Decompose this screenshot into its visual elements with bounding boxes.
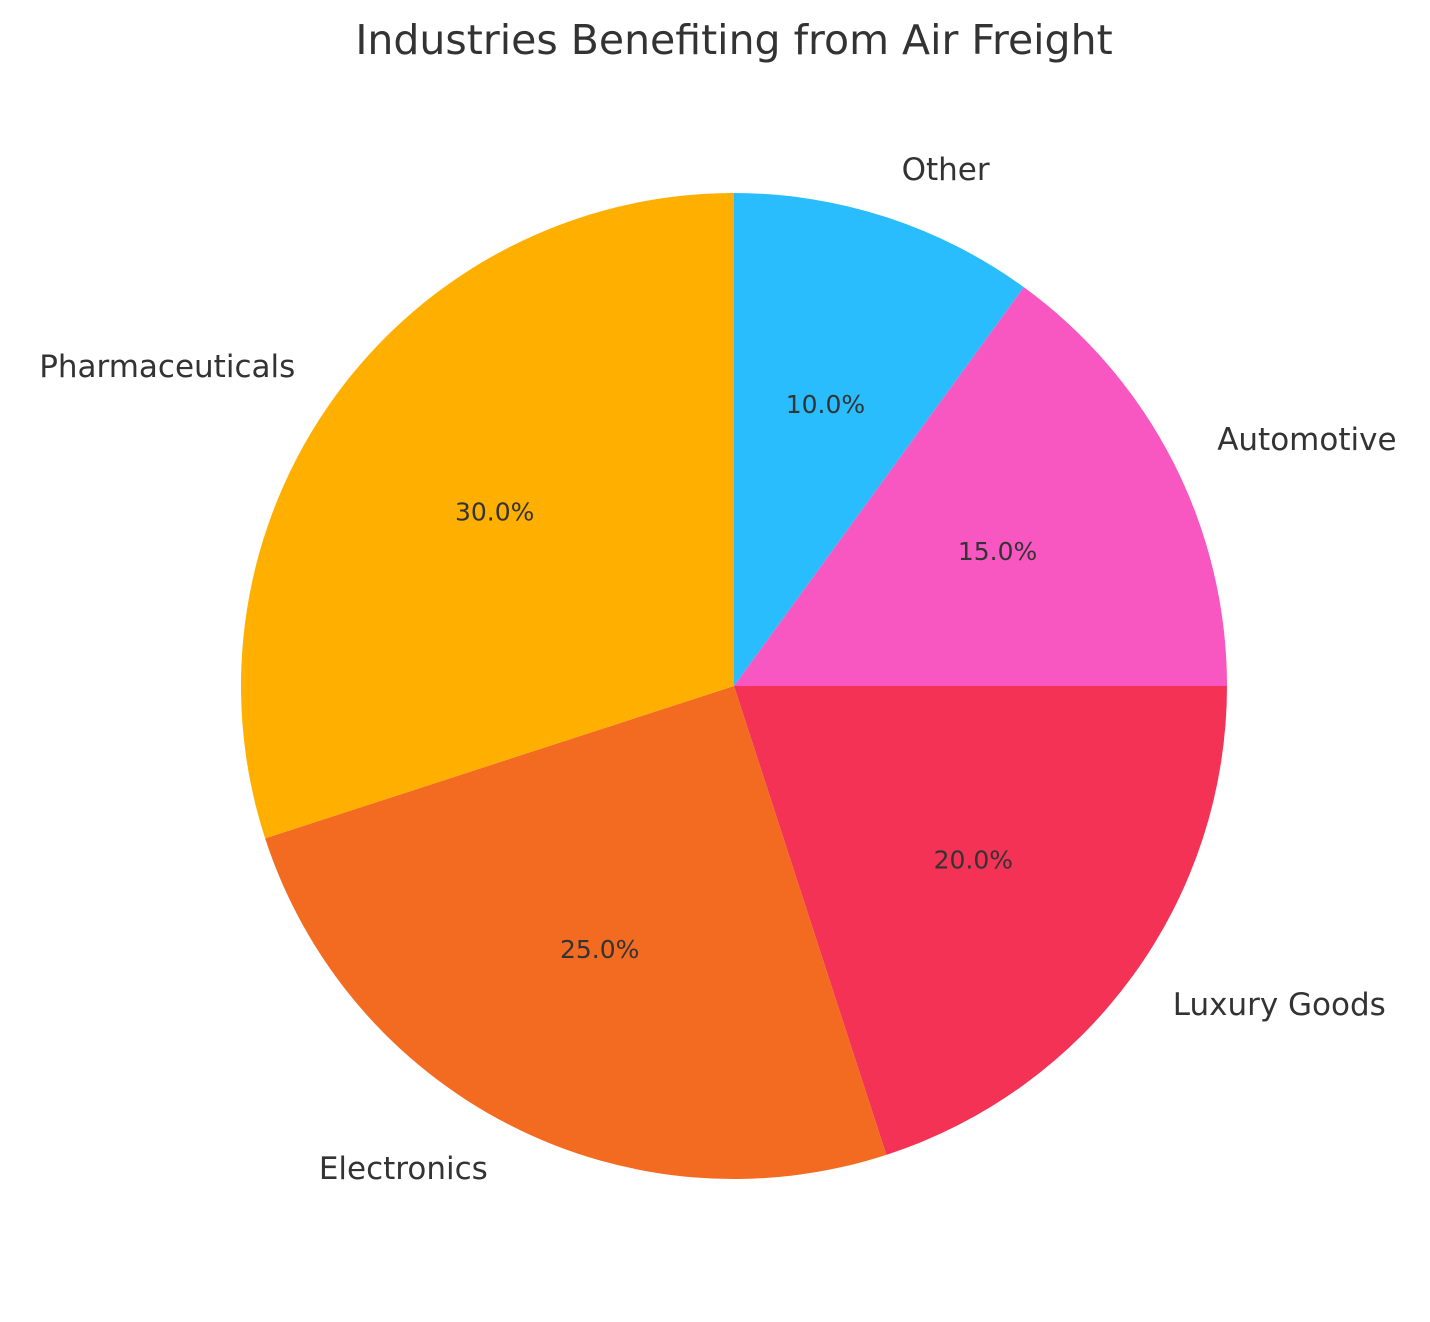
pct-label-automotive: 15.0%	[958, 537, 1037, 566]
pie-slice-electronics	[265, 686, 887, 1179]
pie-slice-other	[734, 193, 1024, 686]
slice-label-pharmaceuticals: Pharmaceuticals	[39, 349, 295, 385]
chart-title: Industries Benefiting from Air Freight	[355, 16, 1112, 64]
slice-label-luxury-goods: Luxury Goods	[1173, 987, 1386, 1023]
pie-slice-pharmaceuticals	[240, 193, 734, 839]
slice-label-electronics: Electronics	[319, 1151, 488, 1187]
slices-group	[240, 193, 1227, 1179]
pct-label-other: 10.0%	[786, 390, 865, 419]
slice-label-automotive: Automotive	[1217, 422, 1396, 458]
pie-slice-automotive	[734, 287, 1227, 686]
labels-group: Other 10.0% Automotive 15.0% Luxury Goods 20.…	[39, 152, 1396, 1187]
pct-label-electronics: 25.0%	[560, 935, 639, 964]
pct-label-luxury-goods: 20.0%	[934, 845, 1013, 874]
slice-label-other: Other	[902, 152, 990, 188]
pie-slice-luxury-goods	[734, 686, 1227, 1155]
pct-label-pharmaceuticals: 30.0%	[455, 498, 534, 527]
